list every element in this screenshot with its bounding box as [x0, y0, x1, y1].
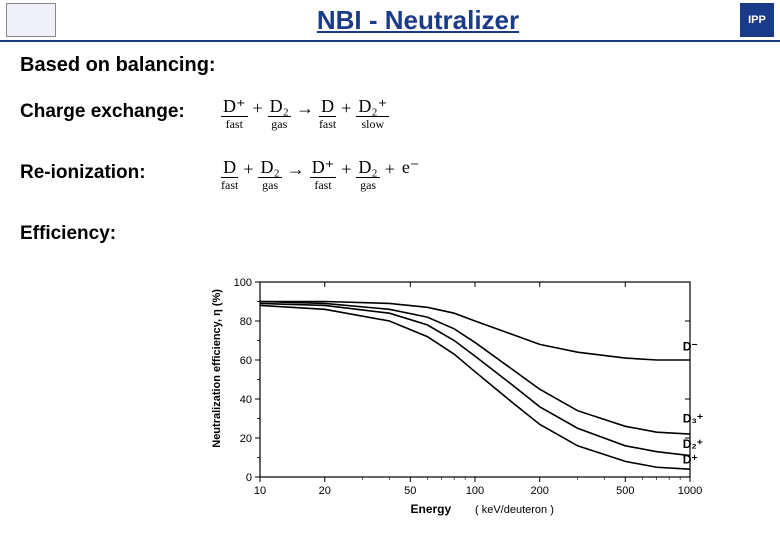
efficiency-chart: 0 20 40 60 80 100 10 20 50 100 200 500 1000 D⁻ D₃⁺ D₂⁺D…	[200, 272, 740, 527]
svg-text:( keV/deuteron ): ( keV/deuteron )	[475, 504, 554, 516]
svg-text:D⁺: D⁺	[683, 452, 698, 466]
logo-left	[6, 3, 56, 37]
svg-text:Energy: Energy	[411, 502, 452, 516]
row-charge-exchange: Charge exchange: D⁺fast+D₂gas→Dfast+D₂⁺s…	[20, 97, 760, 130]
label-efficiency: Efficiency:	[20, 219, 220, 245]
svg-text:60: 60	[240, 355, 252, 367]
svg-text:20: 20	[319, 485, 331, 497]
svg-text:Neutralization efficiency, η: Neutralization efficiency, η (%)	[211, 289, 223, 448]
svg-text:500: 500	[616, 485, 634, 497]
content: Based on balancing: Charge exchange: D⁺f…	[0, 42, 780, 245]
svg-text:50: 50	[404, 485, 416, 497]
svg-text:40: 40	[240, 394, 252, 406]
equation-re-ionization: Dfast+D₂gas→D⁺fast+D₂gas+e⁻	[220, 158, 422, 191]
svg-text:D₂⁺: D₂⁺	[683, 437, 703, 451]
row-re-ionization: Re-ionization: Dfast+D₂gas→D⁺fast+D₂gas+…	[20, 158, 760, 191]
row-efficiency: Efficiency:	[20, 219, 760, 245]
svg-text:10: 10	[254, 485, 266, 497]
svg-text:D⁻: D⁻	[683, 339, 698, 353]
svg-text:20: 20	[240, 433, 252, 445]
svg-text:0: 0	[246, 472, 252, 484]
heading-balancing: Based on balancing:	[20, 54, 760, 77]
svg-text:D₃⁺: D₃⁺	[683, 411, 704, 425]
page-title: NBI - Neutralizer	[56, 5, 780, 36]
logo-right: IPP	[740, 3, 774, 37]
header: NBI - Neutralizer IPP	[0, 0, 780, 42]
svg-text:100: 100	[234, 277, 252, 289]
equation-charge-exchange: D⁺fast+D₂gas→Dfast+D₂⁺slow	[220, 97, 390, 130]
svg-text:100: 100	[466, 485, 484, 497]
svg-text:1000: 1000	[678, 485, 702, 497]
svg-text:80: 80	[240, 316, 252, 328]
svg-text:200: 200	[531, 485, 549, 497]
label-re-ionization: Re-ionization:	[20, 158, 220, 184]
label-charge-exchange: Charge exchange:	[20, 97, 220, 123]
chart-svg: 0 20 40 60 80 100 10 20 50 100 200 500 1000 D⁻ D₃⁺ D₂⁺D…	[200, 272, 740, 527]
